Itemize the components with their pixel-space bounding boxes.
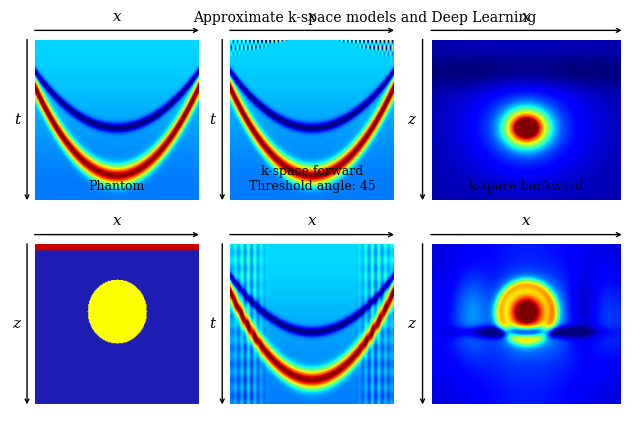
Text: t: t [209,113,216,127]
Text: k-space backward: k-space backward [469,180,584,193]
Text: x: x [113,214,121,228]
Text: z: z [13,317,20,331]
Text: Threshold angle: 45: Threshold angle: 45 [248,180,376,193]
Text: x: x [522,214,531,228]
Text: x: x [308,214,316,228]
Text: z: z [407,317,415,331]
Text: z: z [407,113,415,127]
Text: Phantom: Phantom [89,180,145,193]
Text: t: t [14,113,20,127]
Text: x: x [113,10,121,24]
Text: t: t [209,317,216,331]
Text: k-space forward: k-space forward [261,165,363,178]
Text: x: x [308,10,316,24]
Text: Approximate k-space models and Deep Learning: Approximate k-space models and Deep Lear… [193,11,536,25]
Text: x: x [522,10,531,24]
